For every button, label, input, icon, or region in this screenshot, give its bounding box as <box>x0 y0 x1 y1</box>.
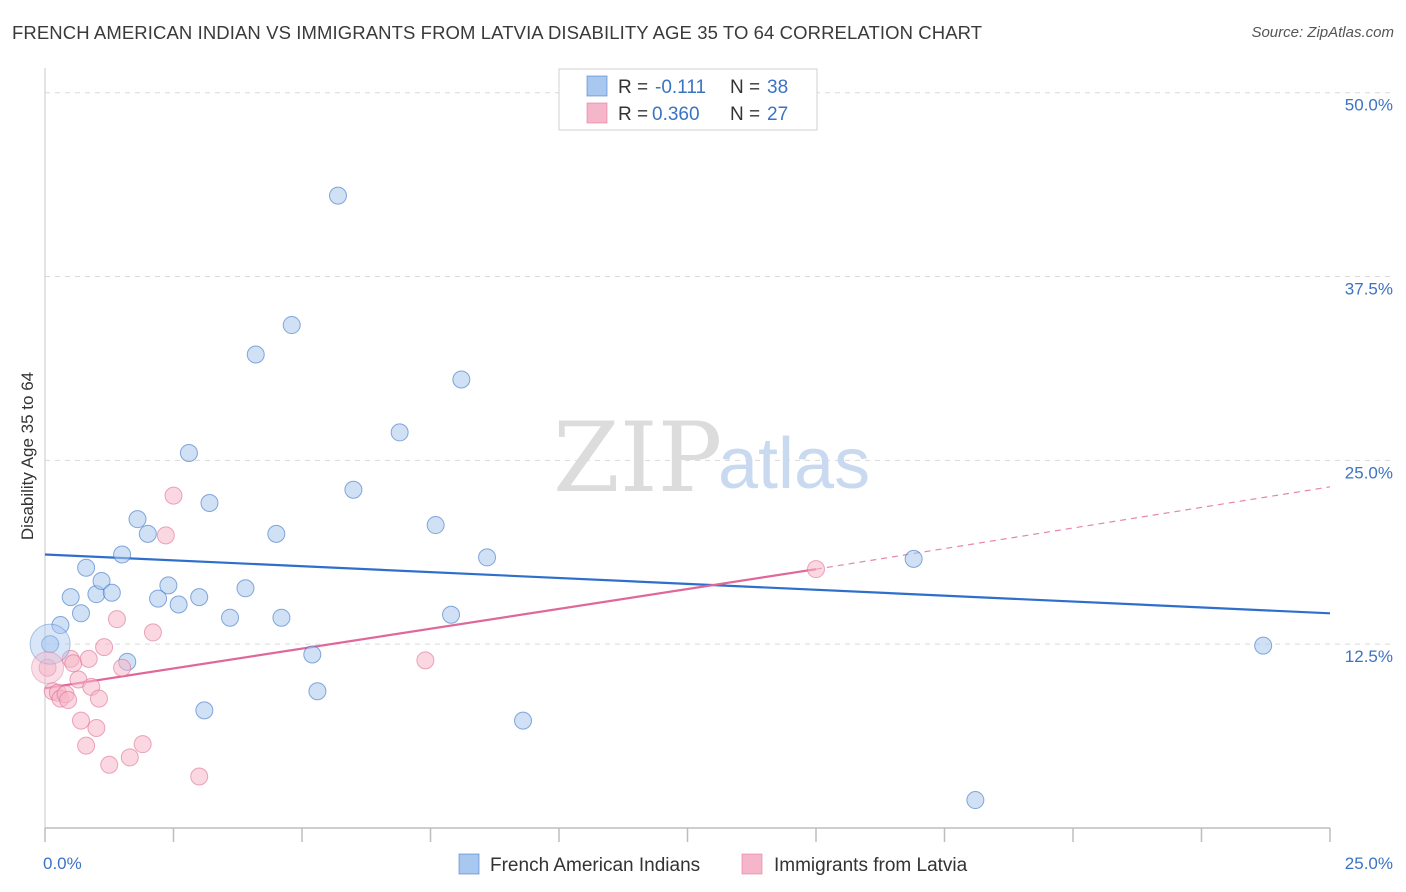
point-immigrants-from-latvia <box>133 735 152 754</box>
point-immigrants-from-latvia <box>416 651 435 670</box>
point-french-american-indians <box>452 370 471 389</box>
point-french-american-indians <box>442 605 461 624</box>
source-label: Source: ZipAtlas.com <box>1251 24 1394 41</box>
point-french-american-indians <box>51 616 70 635</box>
point-immigrants-from-latvia <box>143 623 162 642</box>
y-tick-label: 50.0% <box>1345 96 1393 115</box>
legend-n-value-2: 27 <box>767 104 788 125</box>
series-legend: French American Indians Immigrants from … <box>458 853 968 876</box>
legend-n-value-1: 38 <box>767 77 788 98</box>
point-immigrants-from-latvia <box>164 486 183 505</box>
point-immigrants-from-latvia <box>89 689 108 708</box>
point-cluster-blue <box>29 623 71 665</box>
watermark: ZIP atlas <box>553 402 870 514</box>
point-french-american-indians <box>328 186 347 205</box>
point-french-american-indians <box>1254 636 1273 655</box>
point-french-american-indians <box>77 558 96 577</box>
trend-lines <box>44 486 1331 690</box>
legend-r-label-1: R = <box>618 77 648 98</box>
point-french-american-indians <box>128 510 147 529</box>
point-immigrants-from-latvia <box>113 658 132 677</box>
point-immigrants-from-latvia <box>120 748 139 767</box>
legend-n-label-1: N = <box>730 77 760 98</box>
point-french-american-indians <box>102 583 121 602</box>
watermark-atlas: atlas <box>718 424 870 504</box>
series-legend-label-1: French American Indians <box>490 855 700 876</box>
point-french-american-indians <box>71 604 90 623</box>
point-immigrants-from-latvia <box>64 654 83 673</box>
point-immigrants-from-latvia <box>807 560 825 579</box>
point-french-american-indians <box>221 608 240 627</box>
correlation-legend: R = -0.111 N = 38 R = 0.360 N = 27 <box>558 68 818 131</box>
point-french-american-indians <box>282 316 301 335</box>
point-immigrants-from-latvia <box>95 638 114 657</box>
series-legend-swatch-blue <box>458 853 480 875</box>
point-immigrants-from-latvia <box>38 658 57 677</box>
point-french-american-indians <box>236 579 255 598</box>
point-french-american-indians <box>246 345 265 364</box>
series-legend-swatch-pink <box>741 853 763 875</box>
point-immigrants-from-latvia <box>190 767 209 786</box>
point-french-american-indians <box>966 791 985 810</box>
trendline-french-american-indians <box>44 553 1331 615</box>
y-tick-label: 37.5% <box>1345 280 1393 299</box>
point-french-american-indians <box>272 608 291 627</box>
x-tick-label: 25.0% <box>1345 854 1393 873</box>
tick-labels: 12.5% 25.0% 37.5% 50.0% 0.0% 25.0% <box>43 96 1393 873</box>
data-points <box>29 186 1273 810</box>
legend-r-value-2: 0.360 <box>652 104 700 125</box>
point-french-american-indians <box>303 645 322 664</box>
point-immigrants-from-latvia <box>156 526 175 545</box>
point-french-american-indians <box>92 571 111 590</box>
watermark-zip: ZIP <box>553 402 722 514</box>
point-french-american-indians <box>138 524 157 543</box>
y-tick-label: 25.0% <box>1345 463 1393 482</box>
point-immigrants-from-latvia <box>71 711 90 730</box>
point-immigrants-from-latvia <box>87 719 106 737</box>
point-french-american-indians <box>267 524 286 543</box>
point-immigrants-from-latvia <box>59 691 78 710</box>
point-french-american-indians <box>426 516 445 535</box>
legend-swatch-pink <box>586 102 608 124</box>
legend-swatch-blue <box>586 75 608 97</box>
point-immigrants-from-latvia <box>79 649 98 668</box>
point-immigrants-from-latvia <box>107 610 126 629</box>
point-french-american-indians <box>390 423 409 442</box>
point-french-american-indians <box>344 480 363 499</box>
point-french-american-indians <box>61 588 80 607</box>
grid-lines <box>45 92 1392 645</box>
series-legend-label-2: Immigrants from Latvia <box>774 855 968 876</box>
trendline-immigrants-from-latvia-extrapolated <box>815 486 1331 570</box>
point-french-american-indians <box>41 635 60 654</box>
point-french-american-indians <box>200 494 219 512</box>
y-axis-label: Disability Age 35 to 64 <box>18 372 37 540</box>
axes <box>44 68 1331 842</box>
legend-r-label-2: R = <box>618 104 648 125</box>
legend-r-value-1: -0.111 <box>655 77 706 98</box>
point-immigrants-from-latvia <box>100 755 119 774</box>
point-french-american-indians <box>478 548 497 567</box>
point-french-american-indians <box>179 444 198 462</box>
point-french-american-indians <box>195 701 214 720</box>
point-french-american-indians <box>159 576 178 595</box>
trendline-immigrants-from-latvia <box>44 568 817 690</box>
point-cluster-pink <box>31 651 65 685</box>
point-french-american-indians <box>904 549 923 568</box>
point-french-american-indians <box>514 711 533 730</box>
point-french-american-indians <box>190 588 209 607</box>
point-french-american-indians <box>308 682 327 701</box>
point-immigrants-from-latvia <box>77 736 96 755</box>
legend-n-label-2: N = <box>730 104 760 125</box>
chart-title: FRENCH AMERICAN INDIAN VS IMMIGRANTS FRO… <box>12 22 983 43</box>
y-tick-label: 12.5% <box>1345 647 1393 666</box>
point-french-american-indians <box>149 589 168 608</box>
x-tick-label: 0.0% <box>43 854 82 873</box>
point-french-american-indians <box>169 595 188 614</box>
point-french-american-indians <box>113 545 132 564</box>
